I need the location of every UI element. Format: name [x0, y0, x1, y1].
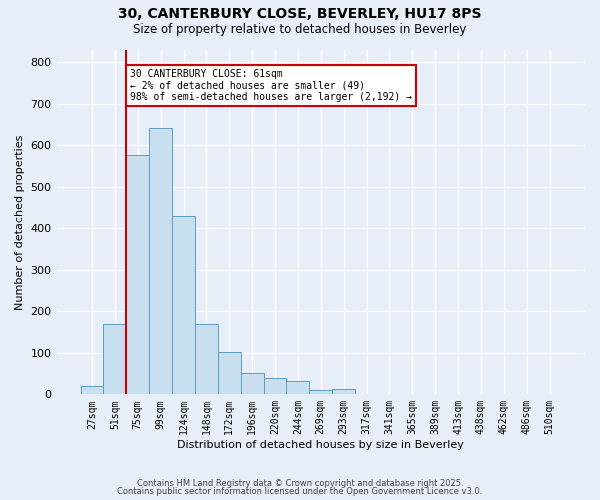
- Text: Contains public sector information licensed under the Open Government Licence v3: Contains public sector information licen…: [118, 487, 482, 496]
- Y-axis label: Number of detached properties: Number of detached properties: [15, 134, 25, 310]
- X-axis label: Distribution of detached houses by size in Beverley: Distribution of detached houses by size …: [178, 440, 464, 450]
- Text: Size of property relative to detached houses in Beverley: Size of property relative to detached ho…: [133, 22, 467, 36]
- Bar: [195, 324, 218, 394]
- Bar: [286, 380, 310, 394]
- Bar: [103, 324, 127, 394]
- Bar: [172, 216, 195, 394]
- Bar: [80, 386, 103, 394]
- Bar: [127, 155, 149, 394]
- Text: 30 CANTERBURY CLOSE: 61sqm
← 2% of detached houses are smaller (49)
98% of semi-: 30 CANTERBURY CLOSE: 61sqm ← 2% of detac…: [130, 68, 412, 102]
- Bar: [241, 373, 263, 394]
- Bar: [310, 390, 332, 394]
- Bar: [332, 389, 355, 394]
- Bar: [263, 378, 286, 394]
- Bar: [149, 128, 172, 394]
- Bar: [218, 352, 241, 395]
- Text: 30, CANTERBURY CLOSE, BEVERLEY, HU17 8PS: 30, CANTERBURY CLOSE, BEVERLEY, HU17 8PS: [118, 8, 482, 22]
- Text: Contains HM Land Registry data © Crown copyright and database right 2025.: Contains HM Land Registry data © Crown c…: [137, 478, 463, 488]
